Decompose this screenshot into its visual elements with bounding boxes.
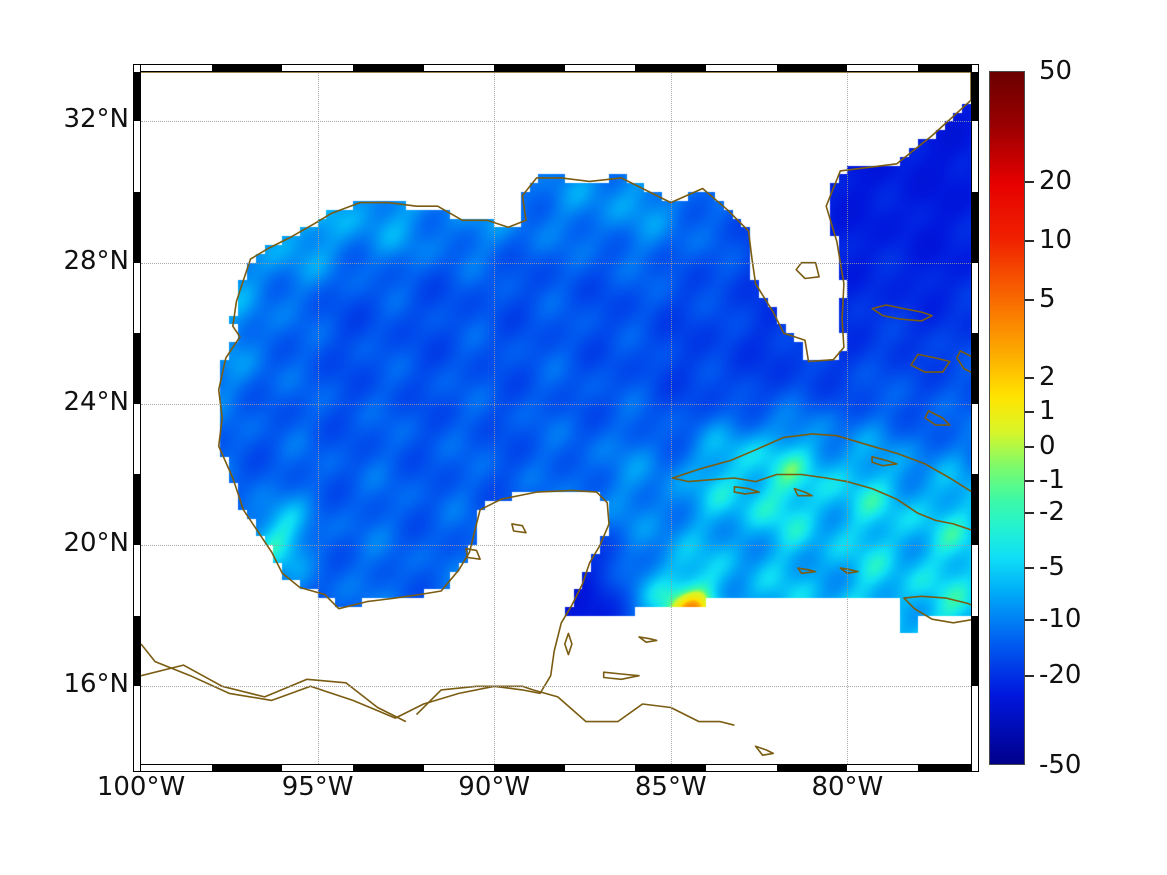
coastline-path	[910, 353, 951, 373]
frame-band-segment	[134, 72, 140, 122]
frame-band-segment	[918, 65, 971, 71]
frame-band-segment	[494, 765, 565, 771]
coastline-path	[638, 636, 658, 643]
coastline-path	[602, 671, 640, 681]
frame-band-segment	[972, 192, 978, 263]
colorbar-tick-mark	[1025, 511, 1034, 514]
frame-band-segment	[211, 65, 283, 71]
x-axis-tick-label: 85°W	[634, 772, 707, 802]
map-frame-top	[134, 64, 978, 72]
gridline-vertical	[670, 72, 672, 764]
frame-band-segment	[134, 333, 140, 404]
colorbar-tick-mark	[1025, 377, 1034, 380]
gridline-vertical	[494, 72, 496, 764]
colorbar-gradient	[989, 71, 1025, 765]
coastline-path	[415, 685, 735, 726]
coastline-path	[465, 547, 481, 560]
frame-band-segment	[134, 615, 140, 687]
frame-band-segment	[352, 765, 424, 771]
map-plot-area[interactable]	[140, 71, 972, 765]
coastline-path	[795, 261, 820, 280]
colorbar-tick-label: 20	[1039, 166, 1073, 197]
colorbar-tick-mark	[1025, 674, 1034, 677]
x-axis-tick-label: 100°W	[96, 772, 186, 802]
frame-band-segment	[972, 72, 978, 122]
colorbar-tick-mark	[1025, 240, 1034, 243]
colorbar-tick-mark	[1025, 567, 1034, 570]
colorbar-tick-label: 1	[1039, 396, 1056, 427]
colorbar-tick-mark	[1025, 480, 1034, 483]
coastline-layer	[141, 72, 971, 756]
coastline-path	[839, 567, 859, 575]
coastline-path	[871, 304, 933, 322]
colorbar-tick-mark	[1025, 445, 1034, 448]
x-axis-tick-label: 90°W	[458, 772, 531, 802]
coastline-path	[956, 350, 971, 373]
colorbar-tick-label: 5	[1039, 284, 1056, 315]
colorbar-tick-label: -1	[1039, 465, 1065, 496]
coastline-path	[141, 72, 971, 719]
y-axis-tick-label: 16°N	[63, 669, 129, 700]
coastline-path	[141, 664, 407, 723]
coastline-path	[797, 567, 817, 575]
colorbar-tick-label: -5	[1039, 552, 1065, 583]
colorbar-tick-label: -20	[1039, 659, 1082, 690]
y-axis-tick-label: 24°N	[63, 386, 129, 417]
frame-band-segment	[635, 65, 707, 71]
colorbar-tick-label: 0	[1039, 430, 1056, 461]
y-axis-tick-label: 32°N	[63, 104, 129, 135]
colorbar[interactable]: 50 20 10 5 2 1 0 -1 -2 -5 -10 -20 -50	[989, 56, 1159, 780]
gridline-horizontal	[141, 403, 971, 405]
colorbar-tick-label: -2	[1039, 496, 1065, 527]
coastline-path	[871, 456, 898, 467]
frame-band-segment	[211, 765, 283, 771]
y-axis-tick-label: 20°N	[63, 528, 129, 559]
coastline-path	[754, 745, 774, 756]
colorbar-tick-mark	[1025, 411, 1034, 414]
y-axis-tick-label: 28°N	[63, 245, 129, 276]
gridline-horizontal	[141, 121, 971, 123]
gridline-horizontal	[141, 262, 971, 264]
x-axis-tick-label: 80°W	[811, 772, 884, 802]
map-frame-right	[971, 64, 979, 772]
gridline-vertical	[317, 72, 319, 764]
coastline-path	[924, 410, 951, 426]
frame-band-segment	[352, 65, 424, 71]
coastline-path	[903, 595, 971, 624]
colorbar-tick-mark	[1025, 181, 1034, 184]
colorbar-tick-label: 2	[1039, 362, 1056, 393]
colorbar-tick-mark	[1025, 299, 1034, 302]
coastline-path	[793, 487, 813, 497]
map-frame-left	[133, 64, 141, 772]
coastline-path	[564, 632, 573, 656]
frame-band-segment	[134, 192, 140, 263]
map-plot-inner	[140, 71, 972, 765]
map-frame-bottom	[134, 764, 978, 772]
frame-band-segment	[972, 474, 978, 546]
frame-band-segment	[635, 765, 707, 771]
colorbar-tick-label: -50	[1039, 750, 1082, 780]
frame-band-segment	[918, 765, 971, 771]
gridline-horizontal	[141, 686, 971, 688]
coastline-path	[511, 523, 527, 534]
coastline-path	[671, 433, 971, 531]
coastline-path	[733, 486, 760, 495]
colorbar-tick-mark	[1025, 619, 1034, 622]
heatmap-data-layer	[141, 72, 971, 764]
frame-band-segment	[972, 333, 978, 404]
gridline-horizontal	[141, 545, 971, 547]
x-axis-tick-label: 95°W	[281, 772, 354, 802]
frame-band-segment	[776, 65, 848, 71]
frame-band-segment	[134, 474, 140, 546]
frame-band-segment	[494, 65, 565, 71]
gridline-vertical	[847, 72, 849, 764]
colorbar-tick-label: 10	[1039, 225, 1073, 256]
frame-band-segment	[776, 765, 848, 771]
colorbar-tick-label: -10	[1039, 604, 1082, 635]
frame-band-segment	[972, 615, 978, 687]
colorbar-tick-label: 50	[1039, 56, 1073, 86]
